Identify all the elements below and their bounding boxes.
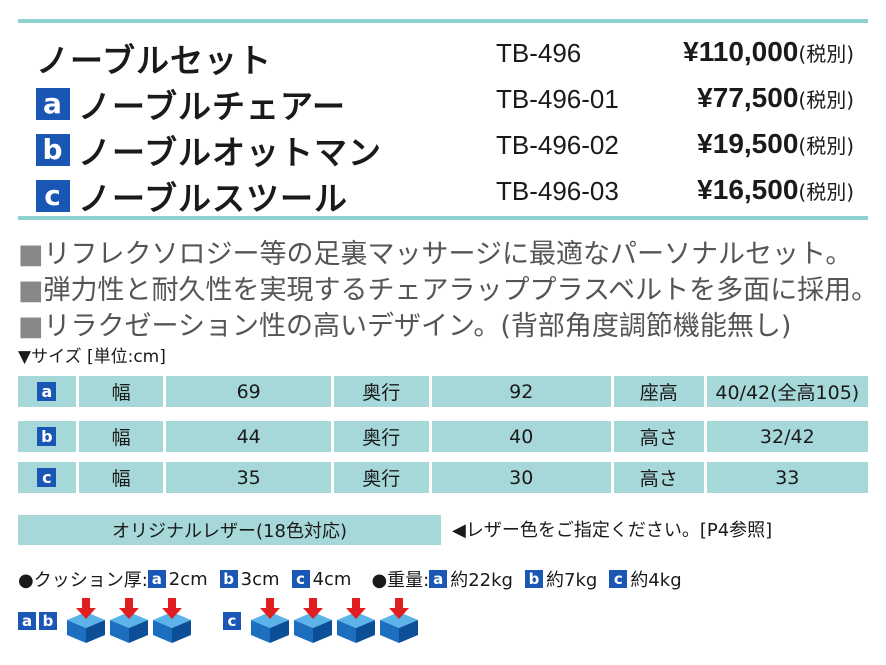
square-bullet-icon: ■ <box>18 239 44 270</box>
cushion-illustration: a b c <box>18 598 421 644</box>
product-row-chair: a ノーブルチェアー TB-496-01 ¥77,500(税別) <box>22 78 862 126</box>
height-value: 40/42(全高105) <box>706 376 868 407</box>
depth-label: 奥行 <box>333 376 429 407</box>
depth-value: 40 <box>431 421 611 452</box>
price-value: ¥16,500 <box>697 174 799 205</box>
height-value: 32/42 <box>706 421 868 452</box>
square-bullet-icon: ■ <box>18 275 44 306</box>
size-cell-badge: b <box>18 421 76 452</box>
weight-c: 約4kg <box>630 570 682 591</box>
depth-label: 奥行 <box>333 462 429 493</box>
badge-b: b <box>37 427 57 446</box>
tax-note: (税別) <box>798 180 854 204</box>
badge-a: a <box>36 88 70 120</box>
tax-note: (税別) <box>798 134 854 158</box>
badge-c: c <box>37 468 57 487</box>
badge-c: c <box>36 180 70 212</box>
depth-value: 92 <box>431 376 611 407</box>
product-name: c ノーブルスツール <box>36 172 348 220</box>
product-name: b ノーブルオットマン <box>36 126 382 174</box>
cushion-cube-icon <box>294 598 332 643</box>
product-name-text: ノーブルオットマン <box>78 133 383 172</box>
cushion-cube-icon <box>337 598 375 643</box>
cushion-c: 4cm <box>312 568 352 590</box>
product-price: ¥19,500(税別) <box>697 128 854 160</box>
size-cell-badge: c <box>18 462 76 493</box>
badge-a: a <box>147 570 166 588</box>
cushion-a: 2cm <box>168 568 208 590</box>
badge-c: c <box>609 570 628 588</box>
product-row-ottoman: b ノーブルオットマン TB-496-02 ¥19,500(税別) <box>22 124 862 172</box>
product-code: TB-496-02 <box>496 130 619 160</box>
product-name-text: ノーブルチェアー <box>78 87 347 126</box>
price-value: ¥110,000 <box>683 36 799 67</box>
badge-a: a <box>429 570 448 588</box>
badge-b: b <box>219 570 238 588</box>
product-code: TB-496-01 <box>496 84 619 114</box>
badge-c: c <box>223 612 241 630</box>
width-value: 44 <box>166 421 331 452</box>
badge-a: a <box>37 382 57 401</box>
cushion-weight-line: ●クッション厚: a 2cm b 3cm c 4cm ●重量: a 約22kg b 約7k… <box>18 566 682 592</box>
tax-note: (税別) <box>798 42 854 66</box>
badge-b: b <box>36 134 70 166</box>
badge-a: a <box>18 612 36 630</box>
width-label: 幅 <box>78 421 164 452</box>
middle-rule <box>18 216 868 220</box>
top-rule <box>18 19 868 23</box>
depth-value: 30 <box>431 462 611 493</box>
product-name: a ノーブルチェアー <box>36 80 346 128</box>
product-name-text: ノーブルスツール <box>78 179 349 218</box>
product-price: ¥110,000(税別) <box>683 36 854 68</box>
size-label: ▼サイズ [単位:cm] <box>18 347 166 367</box>
width-label: 幅 <box>78 462 164 493</box>
description-line: ■リラクゼーション性の高いデザイン。(背部角度調節機能無し) <box>18 304 791 343</box>
product-row-stool: c ノーブルスツール TB-496-03 ¥16,500(税別) <box>22 170 862 218</box>
width-label: 幅 <box>78 376 164 407</box>
depth-label: 奥行 <box>333 421 429 452</box>
weight-a: 約22kg <box>450 570 513 591</box>
height-value: 33 <box>706 462 868 493</box>
leather-box: オリジナルレザー(18色対応) <box>18 515 441 545</box>
product-code: TB-496-03 <box>496 176 619 206</box>
badge-b: b <box>39 612 57 630</box>
product-price: ¥16,500(税別) <box>697 174 854 206</box>
leather-note: ◀レザー色をご指定ください。[P4参照] <box>452 520 773 541</box>
cushion-cube-icon <box>67 598 105 643</box>
cushion-cube-icon <box>153 598 191 643</box>
product-price: ¥77,500(税別) <box>697 82 854 114</box>
height-label: 高さ <box>613 462 704 493</box>
description-text: 弾力性と耐久性を実現するチェアラッププラスベルトを多面に採用。 <box>43 275 879 306</box>
size-row: c 幅 35 奥行 30 高さ 33 <box>18 462 868 493</box>
product-name-text: ノーブルセット <box>36 41 273 80</box>
height-label: 座高 <box>613 376 704 407</box>
badge-c: c <box>291 570 310 588</box>
description-line: ■弾力性と耐久性を実現するチェアラッププラスベルトを多面に採用。 <box>18 268 878 307</box>
product-row-set: ノーブルセット TB-496 ¥110,000(税別) <box>22 32 862 80</box>
size-cell-badge: a <box>18 376 76 407</box>
size-row: b 幅 44 奥行 40 高さ 32/42 <box>18 421 868 452</box>
tax-note: (税別) <box>798 88 854 112</box>
width-value: 35 <box>166 462 331 493</box>
description-text: リフレクソロジー等の足裏マッサージに最適なパーソナルセット。 <box>43 239 853 270</box>
height-label: 高さ <box>613 421 704 452</box>
size-row: a 幅 69 奥行 92 座高 40/42(全高105) <box>18 376 868 407</box>
price-value: ¥19,500 <box>697 128 799 159</box>
cushion-label: ●クッション厚: <box>18 570 148 591</box>
description-line: ■リフレクソロジー等の足裏マッサージに最適なパーソナルセット。 <box>18 232 852 271</box>
weight-b: 約7kg <box>546 570 598 591</box>
weight-label: ●重量: <box>371 570 430 591</box>
cushion-cube-icon <box>110 598 148 643</box>
product-name: ノーブルセット <box>36 34 272 82</box>
cushion-b: 3cm <box>240 568 280 590</box>
cushion-cube-icon <box>251 598 289 643</box>
square-bullet-icon: ■ <box>18 311 44 342</box>
product-code: TB-496 <box>496 38 582 68</box>
price-value: ¥77,500 <box>697 82 799 113</box>
badge-b: b <box>525 570 543 588</box>
cushion-cube-icon <box>380 598 418 643</box>
description-text: リラクゼーション性の高いデザイン。(背部角度調節機能無し) <box>43 311 792 342</box>
width-value: 69 <box>166 376 331 407</box>
